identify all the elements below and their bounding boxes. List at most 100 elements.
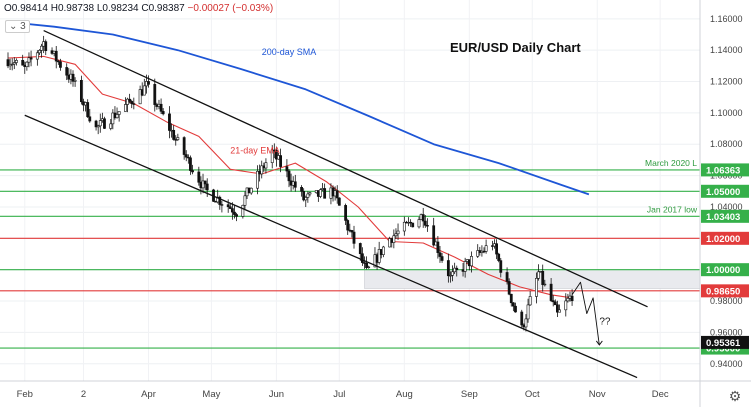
candle-body [402,221,406,232]
x-tick-label: Jun [269,389,284,400]
candle-body [484,245,488,252]
candle-body [189,157,192,171]
level-note: Jan 2017 low [647,204,698,214]
candle-body [132,103,136,105]
candle-body [256,171,259,189]
gear-icon[interactable]: ⚙ [728,388,742,404]
candle-body [197,171,201,183]
candle-body [172,129,176,140]
candle-body [54,50,58,62]
channel-lower-line [24,114,638,379]
candle-body [103,118,106,129]
level-price-tag [701,231,749,245]
ohlc-legend: O0.98414 H0.98738 L0.98234 C0.98387 −0.0… [4,3,273,14]
candle-body [59,61,62,68]
last-price-label: 0.95361 [706,338,741,349]
level-price-label: 1.06363 [706,165,740,176]
level-price-tag [701,209,749,223]
candle-body [94,120,98,128]
candle-body [535,278,538,297]
candle-body [463,261,467,272]
candle-body [161,111,165,115]
y-tick-label: 1.12000 [710,77,743,87]
candle-body [556,304,559,313]
high-value: H0.98738 [50,3,95,14]
candle-body [524,318,528,328]
candle-body [352,231,356,244]
candle-body [553,301,557,306]
x-tick-label: 2 [81,389,86,400]
candle-body [409,221,413,224]
candle-body [38,50,41,54]
candle-body [111,112,115,125]
chevron-down-icon: ⌄ [9,21,18,32]
candle-body [543,283,547,286]
candle-body [451,271,454,276]
candle-body [130,101,134,104]
candle-body [147,81,150,85]
candle-body [411,222,415,228]
candle-body [10,63,14,66]
y-tick-label: 0.98000 [710,296,743,306]
candle-body [88,116,92,122]
candle-body [65,67,69,76]
candle-body [335,190,339,199]
candle-body [423,220,427,226]
candle-body [549,283,553,301]
candle-body [432,225,436,246]
indicator-visibility-toggle[interactable]: ⌄ 3 [5,20,30,33]
candle-body [551,300,555,303]
candle-body [566,298,570,302]
candle-body [497,253,501,261]
level-price-label: 1.00000 [706,265,740,276]
level-price-label: 1.02000 [706,234,740,245]
candle-body [249,187,253,194]
projection-arrow-head [595,340,603,346]
last-price-tag [701,335,749,349]
candle-body [176,137,180,140]
level-price-label: 0.95000 [706,344,740,355]
candle-body [476,250,480,257]
candle-body [220,204,224,206]
candle-body [115,114,119,119]
candle-body [421,214,425,222]
candle-body [541,271,545,285]
candle-body [228,206,232,209]
candle-body [279,155,283,167]
candle-body [564,300,568,311]
candle-body [425,225,429,227]
candle-body [40,45,43,51]
level-price-label: 0.98650 [706,286,740,297]
candle-body [191,170,194,173]
candle-body [117,111,121,115]
x-tick-label: Feb [17,389,33,400]
x-tick-label: Aug [396,389,413,400]
candle-body [514,305,517,313]
candle-body [29,57,33,60]
close-value: C0.98387 [141,3,185,14]
candle-body [174,139,178,141]
candle-body [44,41,48,51]
candle-body [203,180,207,185]
candle-body [12,62,16,65]
candle-body [509,293,513,304]
x-tick-label: Nov [589,389,606,400]
candle-body [499,260,503,273]
candle-body [27,57,31,63]
candle-body [528,296,532,306]
candle-body [159,103,163,112]
candle-body [367,266,371,269]
candle-body [124,104,127,112]
candle-body [394,233,398,237]
candle-body [446,260,450,277]
chart-title: EUR/USD Daily Chart [450,40,581,55]
candle-body [495,243,498,255]
candle-body [96,125,100,128]
candle-body [79,79,83,103]
candle-body [126,98,129,105]
candle-body [153,84,157,105]
y-tick-label: 0.96000 [710,327,743,337]
candle-body [264,162,268,169]
